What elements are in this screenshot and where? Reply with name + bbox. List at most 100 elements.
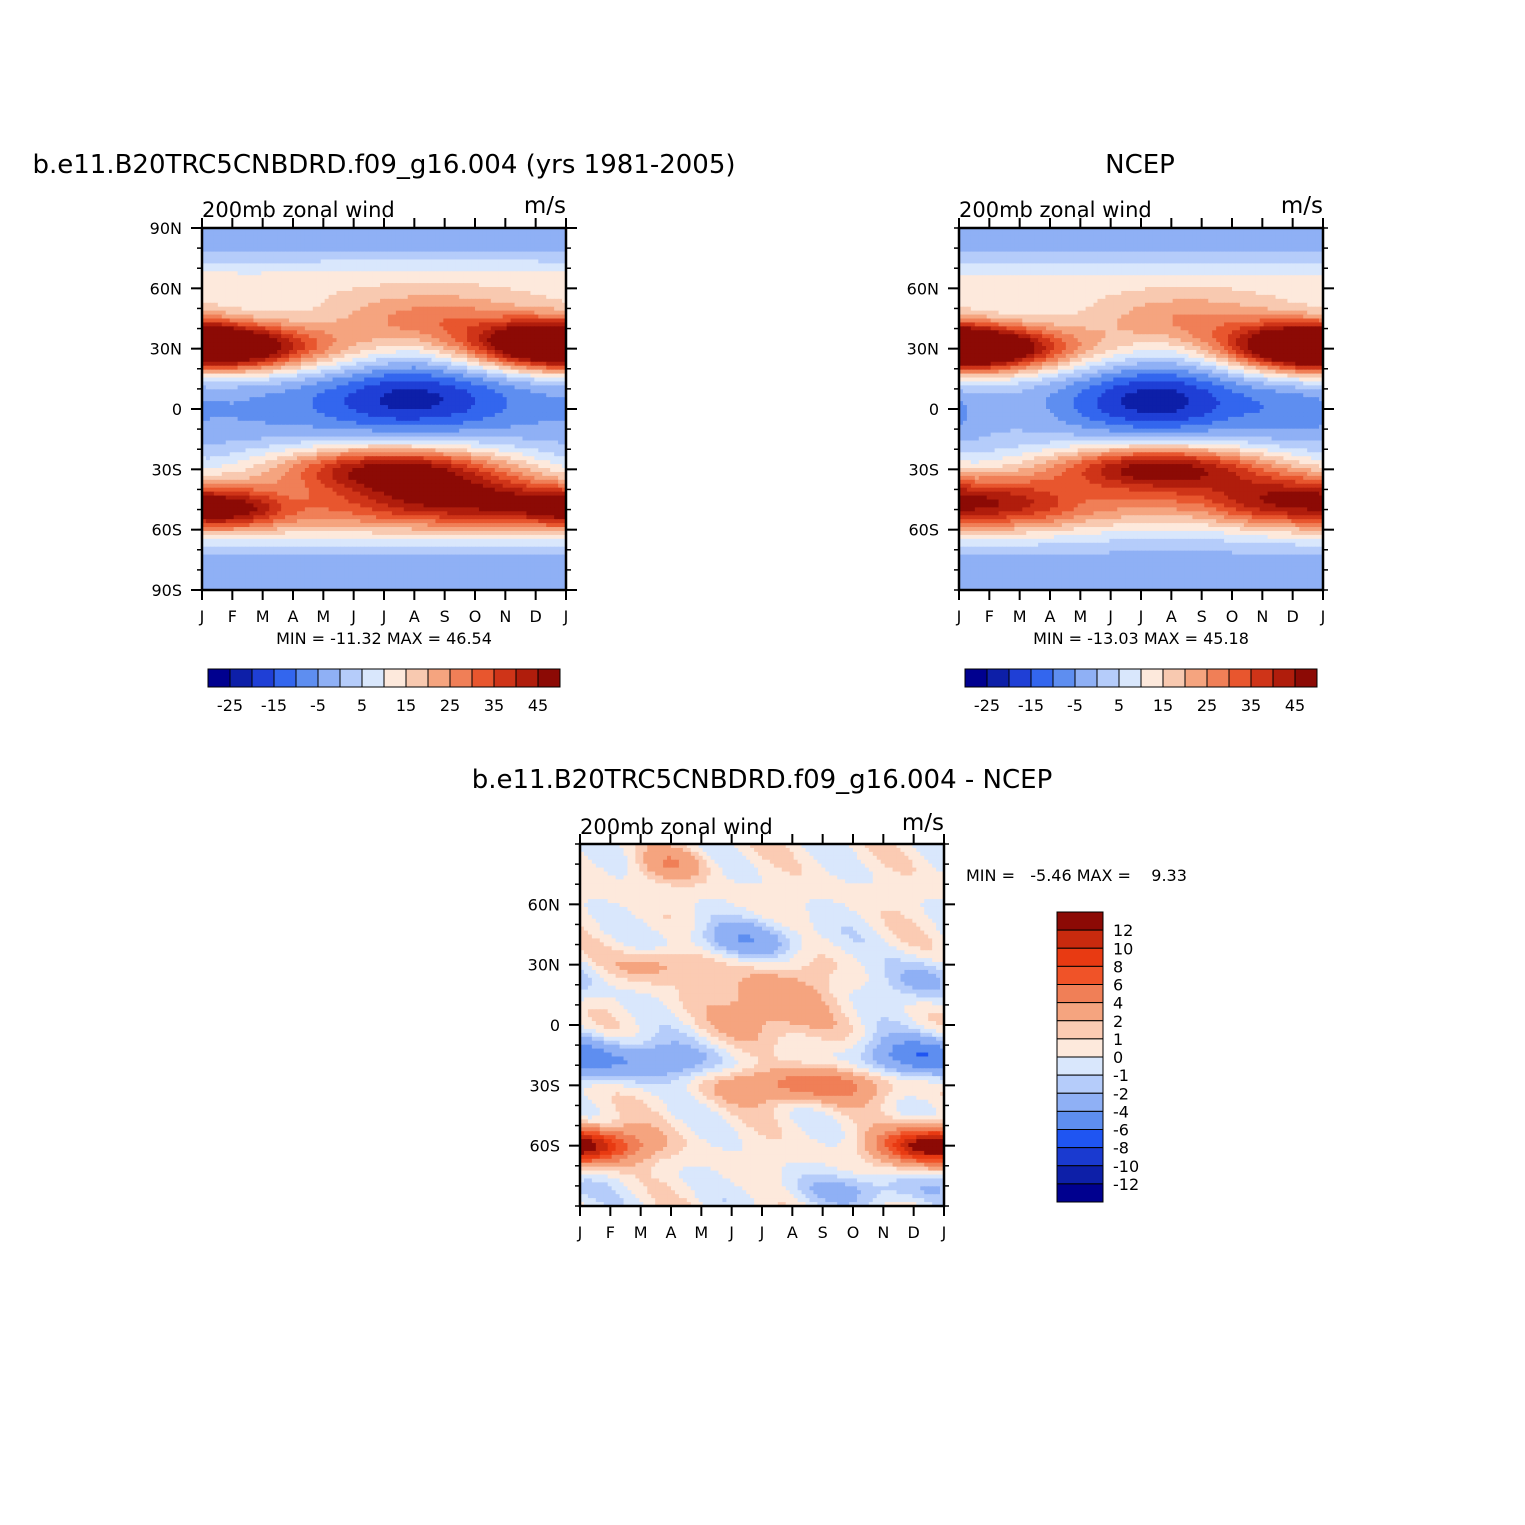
model-field-cell [384,369,389,375]
model-field-cell [213,424,219,430]
model-field-cell [439,235,444,241]
model-field-cell [320,393,326,398]
model-field-cell [419,318,425,324]
model-field-cell [205,314,211,320]
model-field-cell [475,373,480,379]
model-field-cell [467,409,472,414]
model-field-cell [542,436,547,442]
model-field-cell [387,247,393,253]
model-field-cell [498,393,504,398]
model-field-cell [502,294,508,300]
model-field-cell [443,287,448,292]
model-field-cell [376,239,381,245]
model-field-cell [431,365,437,371]
model-field-cell [205,243,211,249]
model-field-cell [530,290,535,296]
model-field-cell [463,420,468,426]
model-field-cell [221,259,227,265]
model-field-cell [387,420,393,426]
model-field-cell [550,251,555,257]
model-field-cell [360,235,365,241]
model-field-cell [526,228,531,233]
model-field-cell [443,369,448,375]
model-field-cell [510,302,516,308]
model-field-cell [411,302,417,308]
model-field-cell [455,338,460,343]
model-field-cell [411,298,417,304]
model-field-cell [233,275,239,280]
model-field-cell [245,279,251,284]
model-field-cell [316,342,322,347]
model-field-cell [455,420,460,426]
model-field-cell [510,369,516,375]
model-field-cell [478,310,484,316]
model-field-cell [451,283,456,288]
model-field-cell [269,287,274,292]
model-field-cell [387,298,393,304]
model-field-cell [245,330,251,335]
model-field-cell [542,385,547,390]
model-field-cell [241,326,247,331]
model-field-cell [257,346,262,351]
model-field-cell [431,239,437,245]
model-field-cell [510,255,516,261]
model-field-cell [249,290,255,296]
model-field-cell [221,397,227,402]
model-field-cell [320,239,326,245]
model-field-cell [300,294,306,300]
model-field-cell [233,251,239,257]
model-field-cell [289,267,294,272]
model-field-cell [550,318,555,324]
model-field-cell [296,420,302,426]
model-field-cell [336,326,342,331]
model-field-cell [407,346,413,351]
model-field-cell [209,279,215,284]
model-field-cell [407,334,413,339]
model-field-cell [558,251,563,257]
model-field-cell [316,334,322,339]
model-field-cell [550,231,555,237]
model-field-cell [447,409,452,414]
model-field-cell [225,416,231,422]
model-field-cell [554,235,559,241]
model-field-cell [399,393,405,398]
model-field-cell [542,259,547,265]
model-field-cell [431,338,437,343]
model-field-cell [245,373,251,379]
model-field-cell [360,361,365,367]
model-field-cell [221,283,227,288]
model-field-cell [217,440,223,446]
model-field-cell [427,420,433,426]
model-field-cell [308,428,314,434]
model-field-cell [443,365,448,371]
model-title: b.e11.B20TRC5CNBDRD.f09_g16.004 (yrs 198… [32,150,735,180]
model-field-cell [395,405,401,410]
model-field-cell [348,365,353,371]
model-field-cell [403,251,409,257]
model-field-cell [546,294,551,300]
model-field-cell [451,306,456,312]
model-subtitle-left: 200mb zonal wind [202,198,395,222]
model-field-cell [229,302,235,308]
model-field-cell [455,416,460,422]
model-field-cell [538,255,543,261]
model-field-cell [459,377,464,383]
model-field-cell [237,310,243,316]
model-field-cell [241,239,247,245]
model-field-cell [233,346,239,351]
model-field-cell [209,290,215,296]
model-field-cell [324,318,330,324]
model-field-cell [486,318,492,324]
model-field-cell [415,255,421,261]
model-field-cell [316,393,322,398]
model-field-cell [490,247,496,253]
model-field-cell [229,239,235,245]
model-field-cell [419,239,425,245]
model-field-cell [269,440,274,446]
model-field-cell [364,322,369,327]
model-field-cell [486,397,492,402]
model-field-cell [213,290,219,296]
model-field-cell [324,385,330,390]
model-field-cell [415,342,421,347]
model-field-cell [376,326,381,331]
